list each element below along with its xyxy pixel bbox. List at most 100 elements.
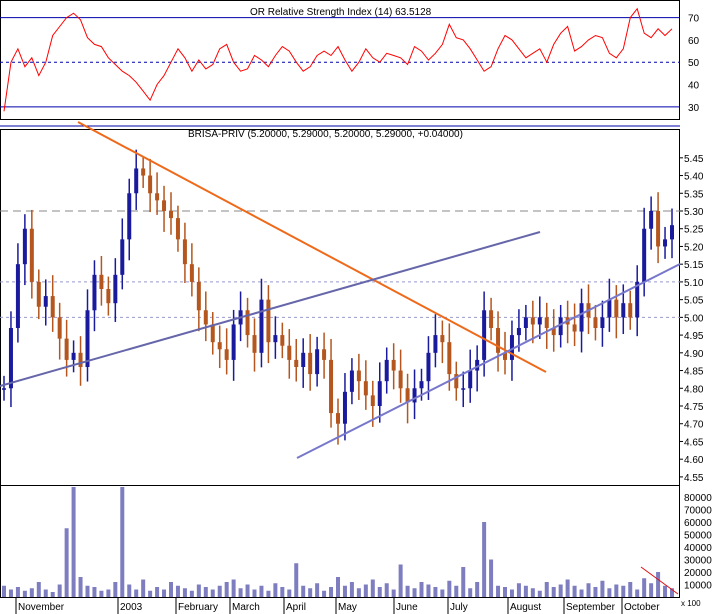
price-candle-body bbox=[315, 349, 320, 375]
price-candle-body bbox=[43, 296, 48, 307]
volume-bar bbox=[356, 588, 361, 597]
volume-bar bbox=[530, 588, 535, 597]
volume-bar bbox=[22, 590, 27, 597]
price-candle-body bbox=[530, 317, 535, 325]
volume-bar bbox=[315, 583, 320, 597]
price-candle-body bbox=[294, 359, 299, 367]
volume-bar bbox=[29, 588, 34, 597]
price-candle-body bbox=[155, 193, 160, 201]
price-tick-label: 5.25 bbox=[684, 225, 704, 236]
price-candle-body bbox=[475, 359, 480, 371]
price-candle-body bbox=[148, 175, 153, 194]
volume-tick-label: 80000 bbox=[684, 493, 712, 504]
volume-bar bbox=[391, 589, 396, 597]
price-tick-label: 4.95 bbox=[684, 331, 704, 342]
price-candle-body bbox=[579, 303, 584, 332]
volume-bar bbox=[175, 585, 180, 597]
price-candle-body bbox=[642, 228, 647, 282]
volume-bar bbox=[600, 580, 605, 597]
price-candle-body bbox=[649, 211, 654, 229]
volume-bar bbox=[113, 582, 118, 597]
price-candle-body bbox=[635, 281, 640, 318]
volume-bar bbox=[551, 587, 556, 597]
volume-bar bbox=[36, 582, 41, 597]
volume-bar bbox=[85, 585, 90, 597]
price-candle-body bbox=[266, 299, 271, 343]
volume-bar bbox=[189, 590, 194, 597]
volume-bar bbox=[99, 590, 104, 597]
price-tick-label: 5.15 bbox=[684, 260, 704, 271]
volume-bar bbox=[426, 584, 431, 597]
volume-tick-label: 10000 bbox=[684, 581, 712, 592]
volume-bar bbox=[412, 588, 417, 597]
volume-bar bbox=[433, 587, 438, 597]
volume-bar bbox=[544, 582, 549, 597]
price-candle-body bbox=[398, 370, 403, 389]
volume-bar bbox=[440, 589, 445, 597]
price-candle-body bbox=[544, 317, 549, 328]
volume-bar bbox=[106, 589, 111, 597]
volume-bar bbox=[15, 587, 20, 597]
volume-bar bbox=[475, 582, 480, 597]
price-candle-body bbox=[92, 274, 97, 311]
price-candle-body bbox=[210, 324, 215, 343]
price-tick-label: 5.30 bbox=[684, 207, 704, 218]
volume-bar bbox=[558, 584, 563, 597]
volume-bar bbox=[238, 588, 243, 597]
volume-bar bbox=[461, 567, 466, 597]
volume-bar bbox=[656, 572, 661, 597]
price-candle-body bbox=[628, 303, 633, 318]
price-candle-body bbox=[412, 388, 417, 403]
volume-bar bbox=[670, 588, 674, 597]
price-candle-body bbox=[391, 359, 396, 371]
volume-trend-line bbox=[640, 566, 679, 595]
price-candle-body bbox=[600, 317, 605, 328]
volume-bar bbox=[398, 564, 403, 597]
price-candle-body bbox=[196, 281, 201, 311]
price-candle-body bbox=[614, 299, 619, 318]
volume-bar bbox=[621, 585, 626, 597]
volume-bar bbox=[8, 589, 13, 597]
price-candle-body bbox=[509, 335, 514, 360]
volume-bar bbox=[155, 587, 160, 597]
volume-bar bbox=[203, 587, 208, 597]
rsi-tick-label: 40 bbox=[688, 81, 700, 92]
volume-bar bbox=[266, 590, 271, 597]
rsi-plot bbox=[0, 7, 680, 112]
price-candle-body bbox=[50, 296, 55, 318]
volume-bar bbox=[245, 584, 250, 597]
price-candle-body bbox=[127, 193, 132, 240]
price-candle-body bbox=[273, 335, 278, 343]
volume-bar bbox=[92, 587, 97, 597]
price-candle-body bbox=[57, 317, 62, 339]
volume-bar bbox=[523, 585, 528, 597]
price-candle-body bbox=[217, 342, 222, 350]
volume-bar bbox=[169, 582, 173, 597]
price-candle-body bbox=[433, 335, 438, 353]
price-candle-body bbox=[169, 211, 173, 219]
volume-bar bbox=[294, 563, 299, 597]
volume-bar bbox=[565, 579, 570, 597]
price-candle-body bbox=[551, 328, 556, 336]
price-candle-body bbox=[482, 310, 487, 360]
volume-bar bbox=[196, 584, 201, 597]
volume-tick-label: 50000 bbox=[684, 531, 712, 542]
volume-bar bbox=[649, 583, 654, 597]
price-candle-body bbox=[71, 352, 76, 360]
volume-bar bbox=[322, 590, 327, 597]
price-candle-body bbox=[141, 168, 146, 176]
price-tick-label: 5.20 bbox=[684, 242, 704, 253]
volume-bar bbox=[454, 585, 459, 597]
volume-bar bbox=[642, 578, 647, 597]
volume-bar bbox=[447, 580, 452, 597]
price-candle-body bbox=[2, 388, 6, 390]
price-candle-body bbox=[280, 335, 285, 346]
lower-channel-line bbox=[296, 263, 681, 459]
x-axis-label: 2003 bbox=[120, 602, 143, 613]
volume-bar bbox=[537, 590, 542, 597]
volume-bar bbox=[78, 577, 83, 597]
price-candle-body bbox=[607, 299, 612, 318]
volume-bar bbox=[579, 589, 584, 597]
volume-bar bbox=[329, 587, 334, 597]
